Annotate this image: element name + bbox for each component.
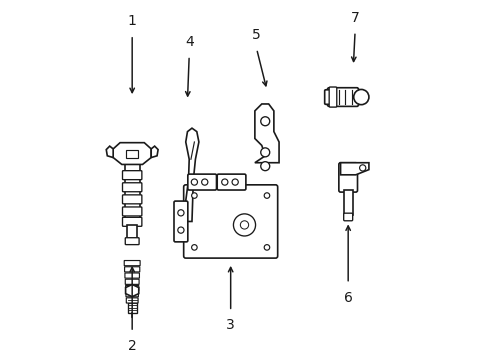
Circle shape <box>264 193 269 198</box>
FancyBboxPatch shape <box>338 163 357 192</box>
FancyBboxPatch shape <box>187 174 216 190</box>
FancyBboxPatch shape <box>124 261 140 266</box>
Text: 3: 3 <box>226 318 235 332</box>
FancyBboxPatch shape <box>126 298 138 303</box>
Polygon shape <box>106 146 113 158</box>
Circle shape <box>178 210 183 216</box>
FancyBboxPatch shape <box>327 88 358 107</box>
FancyBboxPatch shape <box>183 185 277 258</box>
Circle shape <box>221 179 227 185</box>
FancyBboxPatch shape <box>122 217 142 226</box>
Text: 5: 5 <box>252 28 261 42</box>
Polygon shape <box>254 104 279 163</box>
Polygon shape <box>151 146 158 158</box>
Polygon shape <box>113 143 151 165</box>
Circle shape <box>232 179 238 185</box>
Circle shape <box>233 214 255 236</box>
Bar <box>124 165 140 225</box>
FancyBboxPatch shape <box>125 285 139 291</box>
Text: 2: 2 <box>127 339 136 353</box>
FancyBboxPatch shape <box>124 273 139 278</box>
FancyBboxPatch shape <box>174 201 187 242</box>
Circle shape <box>178 227 183 233</box>
FancyBboxPatch shape <box>125 238 139 245</box>
Bar <box>127 225 137 239</box>
FancyBboxPatch shape <box>126 292 138 297</box>
FancyBboxPatch shape <box>122 183 142 192</box>
Polygon shape <box>183 128 199 221</box>
Text: 1: 1 <box>127 14 136 28</box>
FancyBboxPatch shape <box>122 195 142 204</box>
Text: 6: 6 <box>343 291 352 305</box>
Circle shape <box>240 221 248 229</box>
FancyBboxPatch shape <box>217 174 245 190</box>
Circle shape <box>191 193 197 198</box>
Bar <box>127 297 136 313</box>
Polygon shape <box>340 163 368 175</box>
Ellipse shape <box>353 89 368 105</box>
Text: 7: 7 <box>350 10 359 24</box>
Polygon shape <box>125 284 139 297</box>
Bar <box>126 150 138 158</box>
Text: 4: 4 <box>184 35 193 49</box>
Circle shape <box>260 148 269 157</box>
Circle shape <box>191 179 197 185</box>
FancyBboxPatch shape <box>328 87 336 107</box>
FancyBboxPatch shape <box>124 267 140 272</box>
FancyBboxPatch shape <box>122 171 142 180</box>
FancyBboxPatch shape <box>324 90 331 104</box>
Circle shape <box>260 117 269 126</box>
Circle shape <box>359 165 365 171</box>
FancyBboxPatch shape <box>343 213 352 221</box>
Circle shape <box>260 162 269 171</box>
FancyBboxPatch shape <box>125 279 139 284</box>
Bar <box>343 190 352 215</box>
Circle shape <box>264 245 269 250</box>
Circle shape <box>201 179 207 185</box>
FancyBboxPatch shape <box>122 207 142 216</box>
Circle shape <box>191 245 197 250</box>
